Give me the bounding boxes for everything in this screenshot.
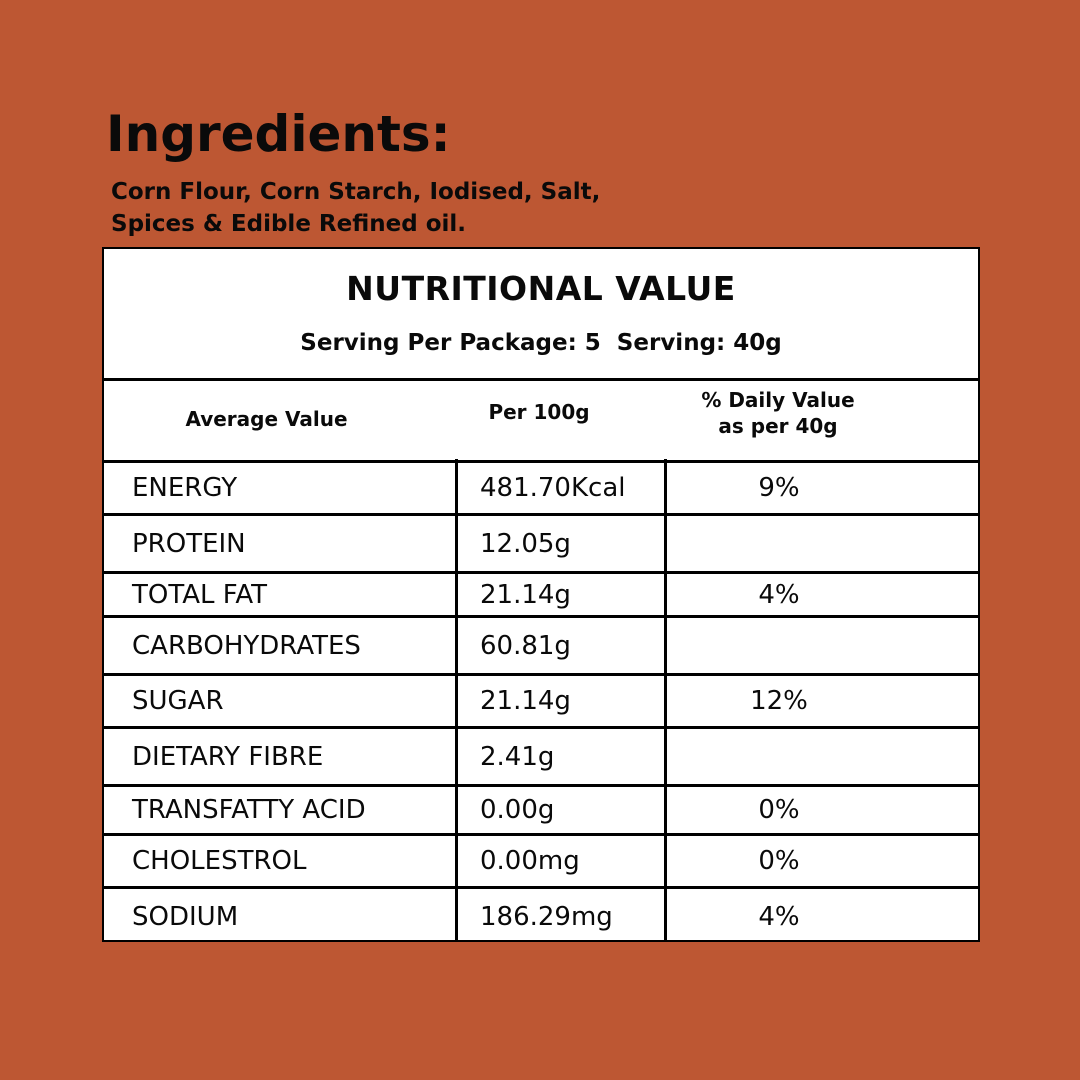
- table-row: PROTEIN 12.05g: [104, 516, 978, 574]
- column-header-average: Average Value: [185, 407, 348, 431]
- nutrient-per-100g: 2.41g: [480, 741, 555, 772]
- column-divider-2: [664, 459, 667, 940]
- nutrition-rows: ENERGY 481.70Kcal 9% PROTEIN 12.05g TOTA…: [104, 463, 978, 944]
- table-row: SODIUM 186.29mg 4%: [104, 889, 978, 944]
- nutrient-per-100g: 12.05g: [480, 528, 571, 559]
- ingredients-heading: Ingredients:: [106, 105, 451, 163]
- nutrient-daily-value: [664, 729, 894, 784]
- nutrient-name: TRANSFATTY ACID: [132, 795, 366, 825]
- daily-value-line-1: % Daily Value: [701, 388, 855, 412]
- table-row: CHOLESTROL 0.00mg 0%: [104, 836, 978, 889]
- nutrient-per-100g: 21.14g: [480, 579, 571, 610]
- table-row: TOTAL FAT 21.14g 4%: [104, 574, 978, 618]
- nutrient-name: DIETARY FIBRE: [132, 741, 324, 772]
- nutrient-daily-value: [664, 516, 894, 571]
- nutrient-name: ENERGY: [132, 473, 238, 503]
- nutrient-per-100g: 481.70Kcal: [480, 473, 626, 503]
- daily-value-line-2: as per 40g: [718, 414, 838, 438]
- column-header-daily-value: % Daily Value as per 40g: [660, 387, 896, 439]
- nutrient-name: PROTEIN: [132, 528, 246, 559]
- table-row: SUGAR 21.14g 12%: [104, 676, 978, 729]
- nutrient-per-100g: 0.00mg: [480, 846, 580, 876]
- nutrient-per-100g: 21.14g: [480, 686, 571, 716]
- nutrient-name: SODIUM: [132, 901, 239, 932]
- ingredients-line-2: Spices & Edible Refined oil.: [111, 211, 467, 237]
- nutrient-per-100g: 0.00g: [480, 795, 555, 825]
- nutrient-name: TOTAL FAT: [132, 579, 267, 610]
- nutrient-name: SUGAR: [132, 686, 224, 716]
- nutrition-table: NUTRITIONAL VALUE Serving Per Package: 5…: [102, 247, 980, 942]
- nutrient-daily-value: 12%: [750, 686, 808, 716]
- nutrition-header: NUTRITIONAL VALUE Serving Per Package: 5…: [104, 249, 978, 381]
- nutrient-per-100g: 186.29mg: [480, 901, 613, 932]
- nutrient-daily-value: 4%: [758, 579, 800, 610]
- column-divider-1: [455, 459, 458, 940]
- ingredients-line-1: Corn Flour, Corn Starch, Iodised, Salt,: [111, 179, 601, 205]
- column-header-per-100g: Per 100g: [488, 400, 590, 424]
- serving-info: Serving Per Package: 5 Serving: 40g: [300, 330, 782, 356]
- table-row: ENERGY 481.70Kcal 9%: [104, 463, 978, 516]
- nutrient-daily-value: 4%: [758, 901, 800, 932]
- nutrient-daily-value: 0%: [758, 795, 800, 825]
- ingredients-list: Corn Flour, Corn Starch, Iodised, Salt, …: [111, 176, 731, 240]
- table-row: CARBOHYDRATES 60.81g: [104, 618, 978, 676]
- nutrition-title: NUTRITIONAL VALUE: [346, 269, 736, 308]
- nutrient-name: CHOLESTROL: [132, 846, 307, 876]
- nutrient-daily-value: [664, 618, 894, 673]
- table-row: TRANSFATTY ACID 0.00g 0%: [104, 787, 978, 836]
- nutrient-daily-value: 0%: [758, 846, 800, 876]
- column-headers: Average Value Per 100g % Daily Value as …: [104, 381, 978, 463]
- nutrient-daily-value: 9%: [758, 473, 800, 503]
- nutrient-name: CARBOHYDRATES: [132, 630, 361, 661]
- table-row: DIETARY FIBRE 2.41g: [104, 729, 978, 787]
- nutrient-per-100g: 60.81g: [480, 630, 571, 661]
